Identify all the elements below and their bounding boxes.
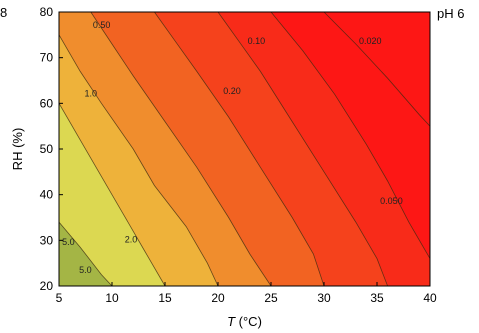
x-tick-label: 25 (264, 291, 278, 305)
contour-line (217, 12, 388, 286)
contour-line (90, 12, 272, 286)
y-axis-label: RH (%) (10, 128, 25, 171)
y-tick-label: 50 (40, 142, 54, 156)
contour-label: 0.50 (93, 20, 111, 30)
y-tick-label: 80 (40, 5, 54, 19)
x-tick-label: 35 (370, 291, 384, 305)
contour-line (154, 12, 325, 286)
x-tick-label: 40 (423, 291, 437, 305)
contour-label: 0.10 (248, 36, 266, 46)
contour-line (270, 12, 430, 259)
contour-lines (59, 12, 430, 286)
panel-letter: 8 (0, 5, 8, 20)
contour-label: 0.020 (359, 36, 382, 46)
contour-label: 5.0 (62, 237, 75, 247)
contour-label: 0.050 (380, 196, 403, 206)
y-tick-label: 30 (40, 233, 54, 247)
contour-label: 0.20 (223, 86, 241, 96)
contour-line (59, 34, 219, 286)
contour-line (323, 12, 430, 127)
x-tick-label: 5 (56, 291, 63, 305)
y-tick-label: 20 (40, 279, 54, 293)
y-tick-label: 60 (40, 96, 54, 110)
x-tick-label: 15 (158, 291, 172, 305)
contour-label: 2.0 (125, 235, 138, 245)
contour-label: 5.0 (79, 265, 92, 275)
x-axis-label: T (°C) (227, 314, 262, 329)
contour-label: 1.0 (84, 88, 97, 98)
y-tick-label: 40 (40, 188, 54, 202)
x-tick-label: 10 (105, 291, 119, 305)
contour-labels: 5.0 2.0 1.0 0.50 0.20 0.10 0.050 0.020 5.0 (62, 20, 403, 275)
contour-line (59, 221, 113, 286)
x-tick-label: 30 (317, 291, 331, 305)
x-tick-label: 20 (211, 291, 225, 305)
contour-fills (59, 12, 430, 286)
contour-line (59, 103, 166, 286)
ph-annotation: pH 6 (437, 6, 465, 21)
axes: 5 10 15 20 25 30 35 40 20 30 40 50 60 70 80 T (°C) RH (%… (10, 5, 437, 329)
y-tick-label: 70 (40, 51, 54, 65)
